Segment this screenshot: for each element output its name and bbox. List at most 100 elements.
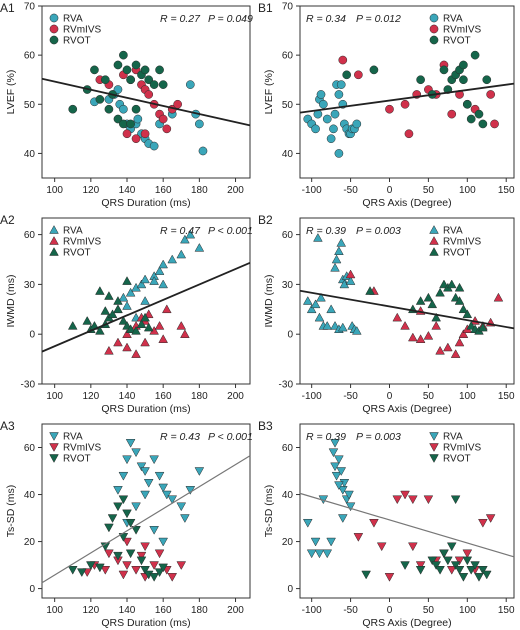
data-point xyxy=(446,542,457,552)
data-point xyxy=(125,439,136,448)
data-point xyxy=(122,329,132,338)
x-tick-label: -50 xyxy=(343,391,358,402)
data-point xyxy=(82,316,93,325)
data-point xyxy=(311,124,320,134)
data-point xyxy=(167,254,178,264)
data-point xyxy=(180,514,190,523)
data-point xyxy=(310,299,321,309)
y-tick-label: 50 xyxy=(24,100,36,111)
legend-marker xyxy=(429,432,439,441)
data-point xyxy=(400,490,410,500)
y-tick-label: 30 xyxy=(282,280,294,291)
data-point xyxy=(122,537,132,547)
x-tick-label: 140 xyxy=(119,391,136,402)
data-point xyxy=(158,279,169,289)
data-point xyxy=(113,551,123,561)
data-point xyxy=(481,570,492,580)
legend-marker xyxy=(49,24,59,34)
data-point xyxy=(104,291,114,300)
data-point xyxy=(470,50,480,60)
data-point xyxy=(326,537,336,547)
stat-p: P < 0.001 xyxy=(208,431,253,443)
x-axis-label: QRS Duration (ms) xyxy=(101,197,190,209)
data-point xyxy=(336,80,346,89)
data-point xyxy=(400,320,410,330)
data-point xyxy=(328,448,339,458)
data-point xyxy=(113,304,123,314)
data-point xyxy=(67,320,78,330)
data-point xyxy=(454,556,465,566)
data-point xyxy=(158,80,168,89)
panel-a3: A3 100 120 140 160 180 200 0 20 40 60 QRS Duration … xyxy=(0,419,253,629)
data-point xyxy=(95,286,105,295)
data-point xyxy=(330,109,340,119)
data-point xyxy=(154,266,165,275)
data-point xyxy=(131,325,141,335)
data-point xyxy=(435,345,445,355)
data-point xyxy=(154,320,165,330)
panel-label: B1 xyxy=(258,1,273,15)
data-point xyxy=(322,114,332,124)
series-rva xyxy=(303,80,362,158)
data-point xyxy=(122,276,132,285)
x-tick-label: 150 xyxy=(498,391,515,402)
data-point xyxy=(154,549,165,559)
x-axis-label: QRS Duration (ms) xyxy=(101,617,190,629)
data-point xyxy=(113,60,123,70)
data-point xyxy=(131,60,141,70)
y-tick-label: 60 xyxy=(282,230,294,241)
data-point xyxy=(100,306,111,315)
data-point xyxy=(316,292,326,302)
legend-label: RVmIVS xyxy=(63,443,101,454)
legend-label: RVmIVS xyxy=(443,237,481,248)
data-point xyxy=(365,286,375,295)
data-point xyxy=(95,325,105,335)
data-point xyxy=(118,495,129,505)
data-point xyxy=(122,561,132,570)
data-point xyxy=(173,99,183,109)
data-point xyxy=(119,119,128,129)
data-point xyxy=(118,570,129,580)
data-point xyxy=(443,556,453,566)
x-tick-label: 160 xyxy=(155,185,172,196)
data-point xyxy=(408,495,418,505)
y-tick-label: 60 xyxy=(24,51,36,62)
data-point xyxy=(176,561,187,570)
data-point xyxy=(310,537,321,547)
data-point xyxy=(140,312,150,322)
x-tick-label: 160 xyxy=(155,391,172,402)
data-point xyxy=(195,119,204,129)
y-axis-label: IWMD (ms) xyxy=(5,274,17,327)
series-rvot xyxy=(365,279,488,335)
x-tick-label: -100 xyxy=(302,391,322,402)
data-point xyxy=(454,566,465,575)
data-point xyxy=(478,119,488,129)
data-point xyxy=(113,502,123,512)
data-point xyxy=(385,104,394,114)
data-point xyxy=(125,324,136,333)
y-tick-label: 70 xyxy=(282,2,294,13)
data-point xyxy=(140,129,150,139)
data-point xyxy=(454,296,465,305)
data-point xyxy=(119,50,128,60)
plot-frame xyxy=(41,5,251,179)
regression-line xyxy=(41,261,251,353)
y-tick-label: 60 xyxy=(282,51,294,62)
data-point xyxy=(342,70,352,80)
data-point xyxy=(161,490,172,500)
data-point xyxy=(369,518,379,528)
data-point xyxy=(131,526,141,535)
series-rvot xyxy=(342,50,492,129)
stat-p: P < 0.001 xyxy=(208,225,253,237)
legend-marker xyxy=(429,454,439,463)
stat-r: R = 0.39 xyxy=(306,431,346,443)
data-point xyxy=(361,570,371,580)
data-point xyxy=(140,490,150,500)
data-point xyxy=(155,65,164,75)
data-point xyxy=(302,296,313,305)
legend-marker xyxy=(49,13,59,23)
x-axis-label: QRS Axis (Degree) xyxy=(362,617,451,629)
data-point xyxy=(326,134,336,144)
data-point xyxy=(161,304,172,314)
